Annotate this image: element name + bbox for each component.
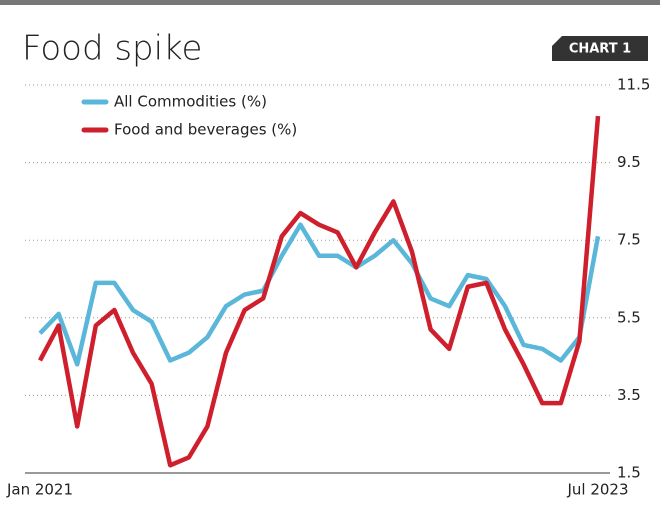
chart-tag-bg [552, 36, 648, 61]
series-line [38, 222, 601, 367]
legend-label: All Commodities (%) [114, 93, 267, 111]
legend-label: Food and beverages (%) [114, 121, 297, 139]
y-tick-label: 3.5 [617, 386, 641, 404]
top-bar [0, 0, 660, 5]
y-tick-label: 1.5 [617, 464, 641, 482]
y-tick-label: 11.5 [617, 76, 650, 94]
chart-tag: CHART 1 [569, 42, 631, 57]
series-line [38, 115, 601, 468]
chart-title: Food spike [22, 29, 202, 69]
y-tick-label: 5.5 [617, 308, 641, 326]
y-tick-label: 7.5 [617, 231, 641, 249]
y-tick-label: 9.5 [617, 153, 641, 171]
x-tick-label: Jul 2023 [566, 481, 628, 499]
x-tick-label: Jan 2021 [6, 481, 73, 499]
